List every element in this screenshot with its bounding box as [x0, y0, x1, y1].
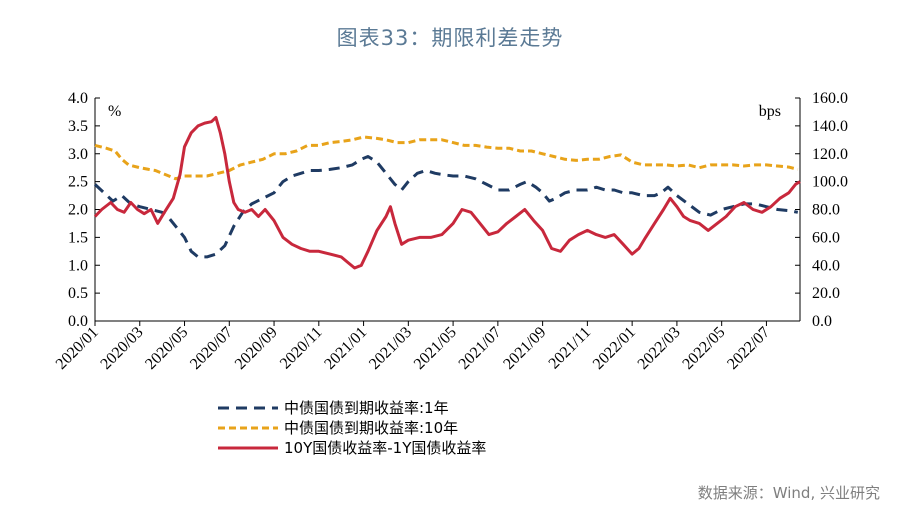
right-axis-tick-label: 160.0: [812, 90, 848, 107]
left-axis-unit: %: [108, 103, 121, 120]
x-axis-tick-label: 2022/01: [590, 324, 639, 373]
left-axis-tick-label: 3.5: [68, 118, 88, 135]
x-axis-tick-label: 2021/03: [366, 324, 415, 373]
left-axis-tick-label: 2.5: [68, 174, 88, 191]
axes: 0.0 0.5 1.0 1.5 2.0 2.5 3.0 3.5 4.0% 0.0 20.0 40.0 6…: [53, 90, 848, 373]
right-axis-tick-label: 140.0: [812, 118, 848, 135]
legend-label-2: 中债国债到期收益率:10年: [284, 419, 458, 437]
chart-title: 图表33：期限利差走势: [336, 26, 564, 50]
right-axis-unit: bps: [759, 103, 781, 120]
left-axis-tick-label: 4.0: [68, 90, 88, 107]
legend-label-1: 中债国债到期收益率:1年: [284, 399, 449, 417]
right-axis-tick-label: 60.0: [812, 229, 840, 246]
left-axis-tick-label: 1.0: [68, 257, 88, 274]
x-axis-tick-label: 2022/03: [635, 324, 684, 373]
right-axis-tick-label: 20.0: [812, 285, 840, 302]
x-axis-tick-label: 2020/03: [97, 324, 146, 373]
x-axis-tick-label: 2020/07: [187, 324, 236, 373]
x-axis-tick-label: 2020/05: [142, 324, 191, 373]
right-axis-tick-label: 80.0: [812, 202, 840, 219]
right-axis-tick-label: 40.0: [812, 257, 840, 274]
left-axis-tick-label: 0.0: [68, 313, 88, 330]
series-line-1: [93, 155, 799, 259]
left-axis-tick-label: 2.0: [68, 202, 88, 219]
series-line-2: [94, 135, 799, 181]
x-axis-tick-label: 2021/09: [500, 324, 549, 373]
x-axis-tick-label: 2020/11: [277, 324, 326, 373]
x-axis-tick-label: 2021/05: [411, 324, 460, 373]
x-axis-tick-label: 2022/07: [724, 324, 773, 373]
x-axis-tick-label: 2021/01: [321, 324, 370, 373]
right-axis-tick-label: 100.0: [812, 174, 848, 191]
x-axis-tick-label: 2022/05: [679, 324, 728, 373]
x-axis-tick-label: 2020/09: [232, 324, 281, 373]
source-note: 数据来源：Wind, 兴业研究: [697, 484, 880, 502]
left-axis-tick-label: 3.0: [68, 146, 88, 163]
x-axis-tick-label: 2020/01: [53, 324, 102, 373]
legend-label-3: 10Y国债收益率-1Y国债收益率: [284, 439, 486, 457]
series-lines: [93, 116, 801, 270]
series-line-3: [93, 116, 801, 270]
right-axis-tick-label: 120.0: [812, 146, 848, 163]
x-axis-tick-label: 2021/11: [546, 324, 595, 373]
left-axis-tick-label: 0.5: [68, 285, 88, 302]
x-axis-tick-label: 2021/07: [456, 324, 505, 373]
left-axis-tick-label: 1.5: [68, 229, 88, 246]
right-axis-tick-label: 0.0: [812, 313, 832, 330]
